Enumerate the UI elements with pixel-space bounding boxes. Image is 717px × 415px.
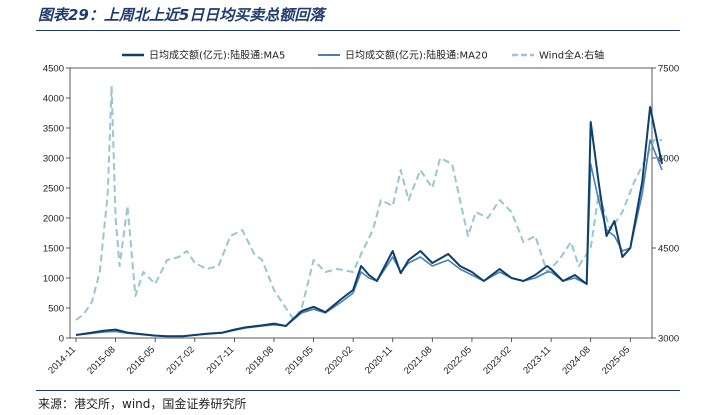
title-rule — [36, 30, 680, 31]
series-line-ma5 — [75, 106, 663, 338]
series-group — [75, 85, 663, 338]
legend-label-0: 日均成交额(亿元):陆股通:MA5 — [149, 49, 285, 62]
y-left-tick-label: 2000 — [43, 214, 64, 225]
x-tick-label: 2018-08 — [244, 344, 276, 376]
x-tick-label: 2020-11 — [363, 344, 395, 376]
x-tick-label: 2020-02 — [323, 344, 355, 376]
x-tick-label: 2015-08 — [85, 344, 117, 376]
y-left-tick-label: 4500 — [43, 64, 64, 75]
y-right-tick-label: 7500 — [658, 64, 679, 75]
x-tick-label: 2023-02 — [481, 344, 513, 376]
x-tick-label: 2017-02 — [164, 344, 196, 376]
x-tick-label: 2023-11 — [521, 344, 553, 376]
plot-frame — [69, 67, 653, 339]
axes-group: 0 500 1000 1500 2000 2500 3000 3500 4000 4500 3000… — [43, 64, 679, 377]
x-tick-label: 2016-05 — [125, 344, 157, 376]
series-line-wind-all-a — [75, 85, 662, 321]
y-left-tick-label: 1000 — [43, 274, 64, 285]
y-left-tick-label: 0 — [59, 334, 64, 345]
x-tick-label: 2024-08 — [560, 344, 592, 376]
y-right-tick-label: 6000 — [658, 154, 679, 165]
y-left-tick-label: 3000 — [43, 154, 64, 165]
x-tick-label: 2014-11 — [46, 344, 78, 376]
series-line-ma20 — [75, 139, 663, 337]
y-right-tick-label: 4500 — [658, 244, 679, 255]
source-rule — [36, 390, 680, 391]
page-title: 图表29：上周北上近5日日均买卖总额回落 — [38, 6, 325, 24]
y-left-tick-label: 1500 — [43, 244, 64, 255]
source-note: 来源：港交所，wind，国金证券研究所 — [38, 397, 247, 411]
x-tick-label: 2017-11 — [205, 344, 237, 376]
y-left-tick-label: 2500 — [43, 184, 64, 195]
y-left-tick-label: 4000 — [43, 94, 64, 105]
legend-label-1: 日均成交额(亿元):陆股通:MA20 — [345, 49, 488, 62]
x-tick-label: 2019-05 — [283, 344, 315, 376]
x-tick-label: 2021-08 — [402, 344, 434, 376]
chart-legend: 日均成交额(亿元):陆股通:MA5 日均成交额(亿元):陆股通:MA20 Wind全… — [122, 49, 604, 62]
legend-label-2: Wind全A:右轴 — [539, 49, 604, 62]
x-tick-label: 2022-05 — [442, 344, 474, 376]
y-left-tick-label: 3500 — [43, 124, 64, 135]
y-right-tick-label: 3000 — [658, 334, 679, 345]
x-tick-label: 2025-05 — [600, 344, 632, 376]
y-left-tick-label: 500 — [48, 304, 64, 315]
